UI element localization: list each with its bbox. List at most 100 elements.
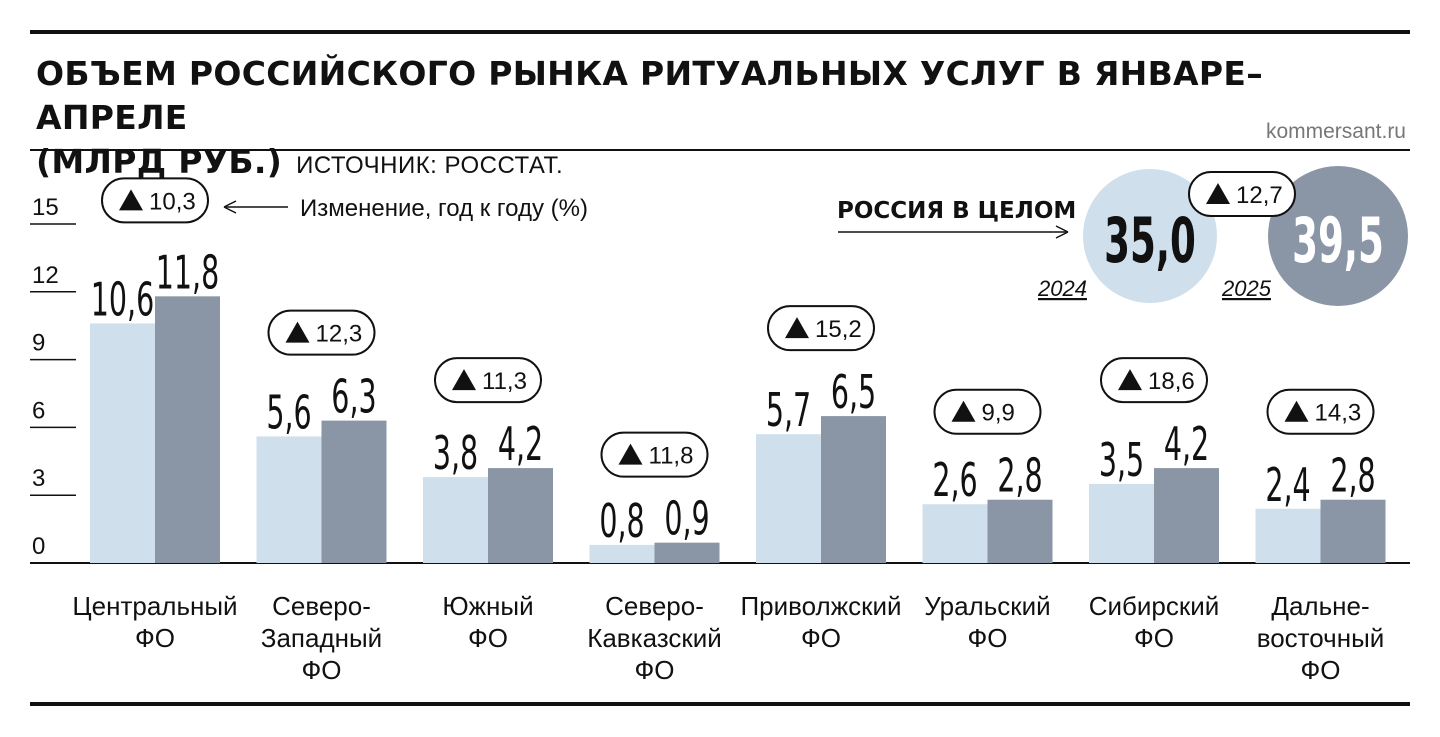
header-rule bbox=[30, 149, 1410, 151]
category-label: Кавказский bbox=[587, 623, 722, 653]
year-2024-label: 2024 bbox=[1037, 276, 1087, 301]
y-tick-label: 9 bbox=[32, 330, 45, 357]
bar-2024 bbox=[922, 504, 988, 563]
triangle-up-icon bbox=[951, 400, 976, 422]
change-value: 10,3 bbox=[149, 188, 196, 215]
data-label-2025: 6,3 bbox=[331, 371, 376, 425]
bar-2024 bbox=[1089, 483, 1154, 563]
category-label: Приволжский bbox=[740, 591, 901, 621]
category-label: Северо- bbox=[605, 591, 704, 621]
change-value: 9,9 bbox=[982, 400, 1015, 427]
y-tick-label: 0 bbox=[32, 533, 45, 560]
category-label: ФО bbox=[135, 623, 175, 653]
data-label-2025: 2,8 bbox=[997, 450, 1042, 504]
bar-2024 bbox=[423, 477, 488, 563]
bar-2024 bbox=[256, 436, 322, 563]
data-label-2025: 11,8 bbox=[156, 246, 219, 300]
data-label-2025: 4,2 bbox=[1164, 418, 1209, 472]
data-label-2024: 2,6 bbox=[932, 454, 977, 508]
russia-change-value: 12,7 bbox=[1236, 182, 1283, 209]
triangle-up-icon bbox=[1118, 369, 1142, 391]
data-label-2024: 0,8 bbox=[599, 495, 644, 549]
data-label-2025: 6,5 bbox=[831, 366, 876, 420]
change-badge bbox=[101, 177, 209, 224]
total-2025-circle bbox=[1268, 166, 1408, 306]
y-tick-label: 6 bbox=[32, 397, 45, 424]
bar-2024 bbox=[589, 544, 655, 563]
category-label: Северо- bbox=[272, 591, 371, 621]
total-2024-circle bbox=[1083, 169, 1217, 303]
category-label: ФО bbox=[1134, 623, 1174, 653]
change-badge bbox=[267, 309, 376, 356]
top-rule bbox=[30, 30, 1410, 34]
triangle-up-icon bbox=[1206, 183, 1230, 204]
triangle-up-icon bbox=[618, 443, 643, 465]
bar-2024 bbox=[756, 434, 821, 563]
change-value: 11,3 bbox=[482, 368, 527, 395]
category-label: ФО bbox=[801, 623, 841, 653]
change-value: 18,6 bbox=[1148, 368, 1195, 395]
change-note: Изменение, год к году (%) bbox=[300, 195, 588, 222]
bar-2025 bbox=[1154, 468, 1219, 563]
triangle-up-icon bbox=[285, 321, 310, 343]
data-label-2024: 2,4 bbox=[1265, 459, 1310, 513]
arrow-left-icon bbox=[223, 200, 237, 214]
bar-2025 bbox=[987, 499, 1053, 563]
site-credit: kommersant.ru bbox=[1265, 120, 1406, 143]
change-badge bbox=[600, 431, 709, 478]
year-2025-label: 2025 bbox=[1221, 276, 1272, 301]
data-label-2025: 2,8 bbox=[1330, 450, 1375, 504]
triangle-up-icon bbox=[452, 369, 476, 391]
data-label-2025: 4,2 bbox=[498, 418, 543, 472]
bar-2024 bbox=[1255, 508, 1321, 563]
category-label: ФО bbox=[1301, 655, 1341, 685]
change-value: 14,3 bbox=[1315, 400, 1362, 427]
bottom-rule bbox=[30, 702, 1410, 706]
data-label-2024: 10,6 bbox=[91, 273, 154, 327]
triangle-up-icon bbox=[119, 189, 143, 211]
arrow-right-icon bbox=[1055, 225, 1069, 239]
change-badge bbox=[767, 305, 875, 352]
bar-2025 bbox=[321, 420, 387, 563]
bar-2024 bbox=[90, 323, 155, 563]
y-tick-label: 3 bbox=[32, 465, 45, 492]
change-badge bbox=[1266, 388, 1375, 435]
data-label-2024: 3,8 bbox=[433, 427, 478, 481]
russia-change-badge bbox=[1188, 171, 1296, 217]
data-label-2024: 3,5 bbox=[1099, 434, 1144, 488]
title-unit: (МЛРД РУБ.) bbox=[36, 142, 283, 181]
category-label: восточный bbox=[1257, 623, 1385, 653]
chart-title: ОБЪЕМ РОССИЙСКОГО РЫНКА РИТУАЛЬНЫХ УСЛУГ… bbox=[36, 52, 1406, 188]
triangle-up-icon bbox=[785, 317, 809, 339]
category-label: Дальне- bbox=[1271, 591, 1369, 621]
triangle-up-icon bbox=[1284, 400, 1309, 422]
category-label: Южный bbox=[442, 591, 533, 621]
category-label: Центральный bbox=[72, 591, 237, 621]
bar-2025 bbox=[155, 296, 220, 563]
category-label: ФО bbox=[968, 623, 1008, 653]
change-badge bbox=[933, 388, 1042, 435]
category-label: ФО bbox=[468, 623, 508, 653]
total-2024-value: 35,0 bbox=[1104, 206, 1196, 278]
data-label-2024: 5,6 bbox=[266, 386, 311, 440]
category-label: Западный bbox=[261, 623, 382, 653]
total-2025-value: 39,5 bbox=[1292, 206, 1384, 278]
data-label-2025: 0,9 bbox=[664, 493, 709, 547]
change-value: 12,3 bbox=[316, 321, 363, 348]
category-label: ФО bbox=[302, 655, 342, 685]
bar-2025 bbox=[488, 468, 553, 563]
category-label: ФО bbox=[635, 655, 675, 685]
title-line-2: (МЛРД РУБ.) ИСТОЧНИК: РОССТАТ. bbox=[36, 140, 1406, 188]
source-note: ИСТОЧНИК: РОССТАТ. bbox=[296, 152, 564, 179]
data-label-2024: 5,7 bbox=[766, 384, 811, 438]
bar-2025 bbox=[654, 542, 720, 563]
change-value: 15,2 bbox=[815, 316, 862, 343]
russia-total-label: РОССИЯ В ЦЕЛОМ bbox=[837, 198, 1076, 224]
bar-2025 bbox=[821, 416, 886, 563]
bar-2025 bbox=[1320, 499, 1386, 563]
change-badge bbox=[1100, 357, 1208, 404]
change-badge bbox=[434, 357, 542, 404]
y-tick-label: 15 bbox=[32, 194, 59, 221]
category-label: Сибирский bbox=[1089, 591, 1220, 621]
